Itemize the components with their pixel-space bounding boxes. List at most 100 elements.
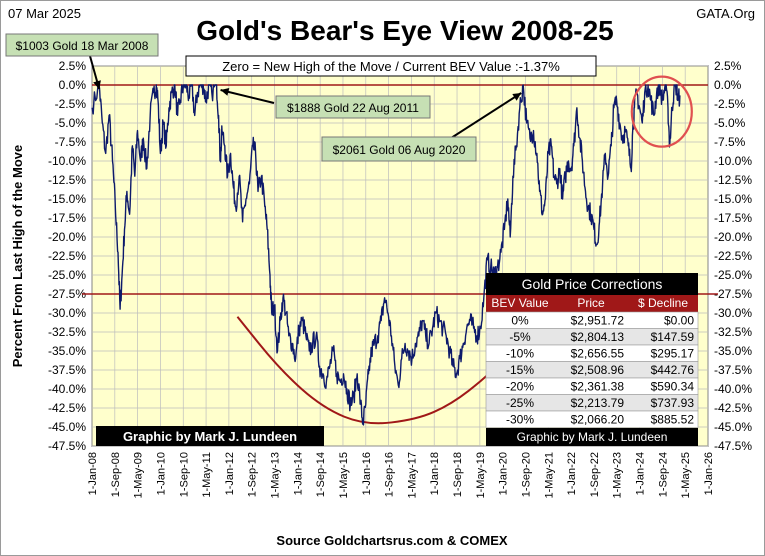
x-tick-label: 1-May-11 [201,452,213,498]
x-tick-label: 1-Sep-14 [315,452,327,497]
y-tick-label-left: -17.5% [48,211,86,225]
y-tick-label-left: -2.5% [55,97,87,111]
annotation-arrow [447,92,522,141]
y-tick-label-left: -25.0% [48,268,86,282]
credit-label: Graphic by Mark J. Lundeen [123,429,297,444]
annotation-arrow [220,89,275,104]
y-tick-label-left: -42.5% [48,401,86,415]
y-tick-label-right: -47.5% [714,439,752,453]
y-tick-label-left: 2.5% [59,59,87,73]
y-tick-label-right: -12.5% [714,173,752,187]
table-cell: $590.34 [651,380,695,394]
callout-2020-label: $2061 Gold 06 Aug 2020 [333,143,466,157]
y-tick-label-right: -7.5% [714,135,746,149]
table-header-bg [486,295,698,312]
table-cell: $2,508.96 [571,363,625,377]
series-line-gold-bev [91,84,681,426]
table-cell: $2,361.38 [571,380,625,394]
y-tick-label-left: -27.5% [48,287,86,301]
x-tick-label: 1-Jan-12 [224,452,236,495]
y-tick-label-left: -32.5% [48,325,86,339]
y-tick-label-right: -22.5% [714,249,752,263]
table-cell: -15% [506,363,534,377]
table-cell: $147.59 [651,330,695,344]
table-cell: $2,213.79 [571,396,625,410]
y-tick-label-left: -37.5% [48,363,86,377]
highlight-circle [630,75,693,148]
table-cell: $737.93 [651,396,695,410]
x-axis: 1-Jan-08 1-Sep-08 1-May-09 1-Jan-10 1-Sep-10… [87,452,715,498]
callout-box-2011 [275,95,431,119]
x-tick-label: 1-May-15 [338,452,350,498]
trend-curve [236,316,509,425]
y-tick-label-left: -15.0% [48,192,86,206]
table-footer: Graphic by Mark J. Lundeen [517,430,668,444]
annotation-arrowhead [512,93,522,101]
table-cell: $442.76 [651,363,695,377]
y-tick-label-left: -22.5% [48,249,86,263]
x-tick-label: 1-May-09 [133,452,145,498]
y-tick-label-right: -30.0% [714,306,752,320]
y-tick-label-left: 0.0% [59,78,87,92]
table-cell: -5% [509,330,531,344]
y-tick-label-right: 0.0% [714,78,742,92]
y-tick-label-left: -5.0% [55,116,87,130]
y-tick-label-left: -30.0% [48,306,86,320]
y-tick-label-right: -27.5% [714,287,752,301]
x-axis-label: Source Goldchartsrus.com & COMEX [276,533,507,548]
y-tick-label-right: -37.5% [714,363,752,377]
chart-title: Gold's Bear's Eye View 2008-25 [196,15,613,46]
x-tick-label: 1-Sep-22 [589,452,601,497]
brand-label: GATA.Org [696,6,755,21]
table-cell: -25% [506,396,534,410]
table-footer-bg [486,428,698,446]
y-tick-label-right: -17.5% [714,211,752,225]
x-tick-label: 1-Sep-10 [178,452,190,497]
y-tick-label-left: -10.0% [48,154,86,168]
y-tick-label-right: 2.5% [714,59,742,73]
table-cell: $0.00 [664,314,694,328]
y-tick-label-right: -10.0% [714,154,752,168]
callout-box-2008 [5,33,159,57]
y-tick-label-right: -25.0% [714,268,752,282]
annotations: $1003 Gold 18 Mar 2008 $1888 Gold 22 Aug… [5,33,477,162]
x-tick-label: 1-May-21 [543,452,555,498]
x-tick-label: 1-Jan-10 [155,452,167,495]
x-tick-label: 1-May-19 [475,452,487,498]
table-cell: $885.52 [651,413,695,427]
y-tick-label-right: -2.5% [714,97,746,111]
table-header-cell: BEV Value [491,296,548,310]
callout-2011-label: $1888 Gold 22 Aug 2011 [287,101,419,115]
y-axis-left: 2.5% 0.0% -2.5% -5.0% -7.5% -10.0% -12.5% -15.0… [48,59,86,453]
table-cell: -30% [506,413,534,427]
y-tick-label-left: -40.0% [48,382,86,396]
x-tick-label: 1-Jan-24 [635,452,647,495]
chart-subtitle: Zero = New High of the Move / Current BE… [222,59,560,74]
table-title-bg [486,273,698,295]
y-tick-label-right: -5.0% [714,116,746,130]
y-tick-label-right: -15.0% [714,192,752,206]
x-tick-label: 1-Jan-22 [566,452,578,495]
table-header-cell: $ Decline [638,296,688,310]
x-tick-label: 1-Sep-08 [110,452,122,497]
callout-box-2020 [321,136,477,162]
x-tick-label: 1-Jan-14 [292,452,304,495]
x-tick-label: 1-Sep-20 [520,452,532,497]
x-tick-label: 1-Sep-18 [452,452,464,497]
table-cell: $2,656.55 [571,347,625,361]
y-tick-label-left: -47.5% [48,439,86,453]
x-tick-label: 1-May-13 [270,452,282,498]
y-tick-label-right: -45.0% [714,420,752,434]
table-cell: 0% [511,314,529,328]
y-tick-label-right: -40.0% [714,382,752,396]
credit-box [96,426,324,446]
date-label: 07 Mar 2025 [8,6,81,21]
annotation-arrowhead [220,88,230,96]
y-tick-label-right: -35.0% [714,344,752,358]
x-tick-label: 1-Jan-26 [703,452,715,495]
x-tick-label: 1-Jan-20 [498,452,510,495]
y-axis-label: Percent From Last High of the Move [10,145,25,367]
table-row [485,410,699,428]
table-cell: $295.17 [651,347,695,361]
